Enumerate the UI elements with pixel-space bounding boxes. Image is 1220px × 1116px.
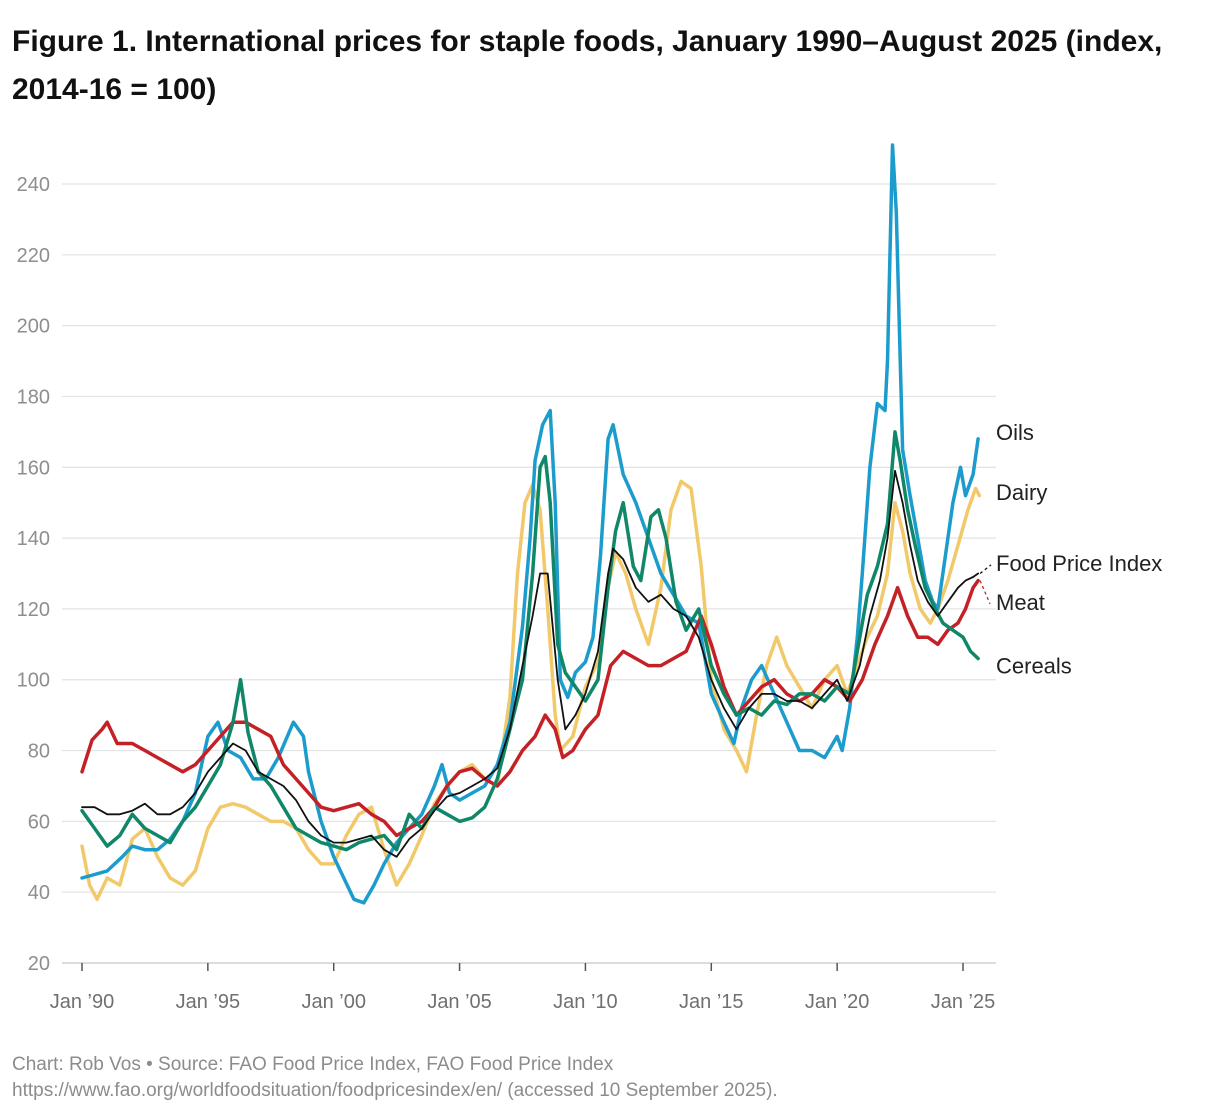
y-tick-label: 60 [28,811,50,833]
chart-title: Figure 1. International prices for stapl… [12,25,1163,106]
y-tick-label: 40 [28,882,50,904]
series-label-dairy: Dairy [996,480,1047,505]
y-tick-label: 160 [17,457,50,479]
y-tick-label: 200 [17,316,50,338]
x-tick-label: Jan ’20 [805,991,870,1013]
y-tick-label: 180 [17,386,50,408]
series-label-cereals: Cereals [996,654,1072,679]
x-tick-label: Jan ’90 [50,991,115,1013]
y-axis-ticks: 20 40 60 80 100 120 140 160 180 200 220 240 [17,174,50,975]
y-tick-label: 140 [17,528,50,550]
y-tick-label: 100 [17,670,50,692]
x-tick-label: Jan ’95 [176,991,241,1013]
series-lines [80,143,982,905]
y-tick-label: 120 [17,599,50,621]
footer-source: Chart: Rob Vos • Source: FAO Food Price … [12,1054,614,1075]
series-label-oils: Oils [996,420,1034,445]
x-axis-ticks: Jan ’90 Jan ’95 Jan ’00 Jan ’05 Jan ’10 Jan ’… [50,963,996,1013]
y-tick-label: 20 [28,953,50,975]
series-label-meat: Meat [996,590,1045,615]
series-line-oils [80,143,980,905]
x-tick-label: Jan ’00 [301,991,366,1013]
series-labels: Oils Dairy Food Price Index Meat Cereals [979,420,1162,679]
line-chart: 20 40 60 80 100 120 140 160 180 200 220 240 Jan ’90… [17,143,1162,1013]
series-line-cereals [80,430,980,852]
x-tick-label: Jan ’05 [427,991,492,1013]
x-tick-label: Jan ’15 [679,991,744,1013]
x-tick-label: Jan ’10 [553,991,618,1013]
x-tick-label: Jan ’25 [931,991,996,1013]
footer-url: https://www.fao.org/worldfoodsituation/f… [12,1080,778,1101]
y-tick-label: 220 [17,245,50,267]
label-leader-food-price-index [979,564,992,575]
y-tick-label: 240 [17,174,50,196]
chart-footer: Chart: Rob Vos • Source: FAO Food Price … [12,1052,778,1104]
series-line-meat [80,578,980,838]
series-label-food-price-index: Food Price Index [996,551,1162,576]
y-tick-label: 80 [28,741,50,763]
series-line-food-price-index [81,469,979,858]
label-leader-meat [979,580,991,605]
